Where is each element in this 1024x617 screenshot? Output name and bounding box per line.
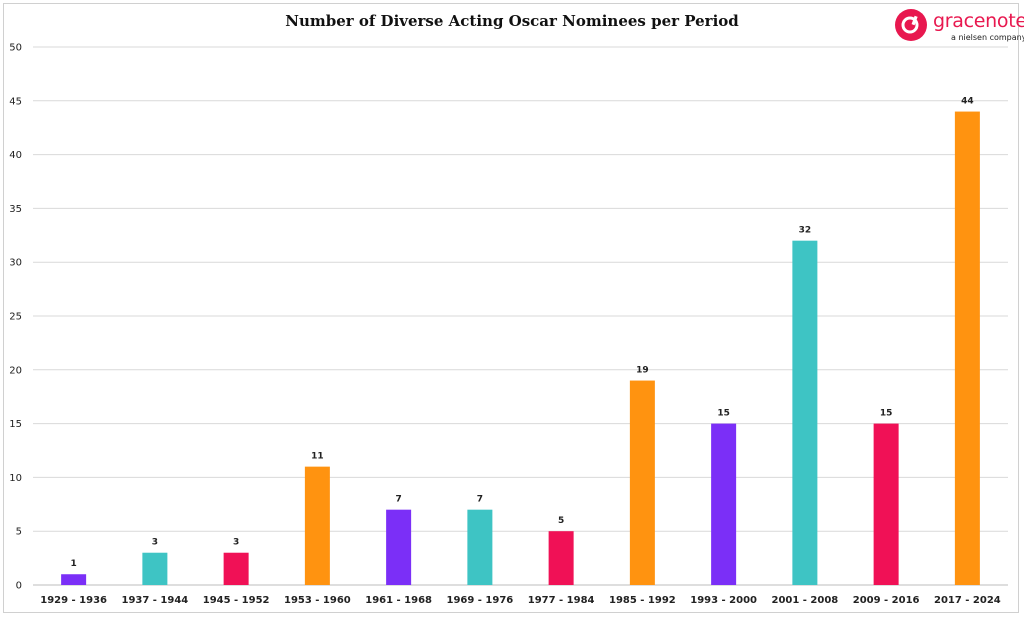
- data-label: 11: [311, 452, 324, 462]
- x-tick-label: 1929 - 1936: [40, 595, 107, 606]
- data-label: 7: [395, 495, 401, 505]
- y-tick-label: 45: [9, 96, 22, 107]
- y-axis: 0 5 10 15 20 25 30 35 40 45 50: [9, 43, 22, 592]
- x-axis: 1929 - 1936 1937 - 1944 1945 - 1952 1953 - …: [40, 595, 1001, 606]
- bar: [792, 240, 818, 585]
- x-tick-label: 1985 - 1992: [609, 595, 676, 606]
- bar: [711, 423, 737, 585]
- bar: [548, 531, 574, 585]
- bar: [223, 552, 249, 585]
- bar: [304, 466, 330, 585]
- bar: [629, 380, 655, 585]
- data-label: 15: [717, 409, 730, 419]
- y-tick-label: 30: [9, 258, 22, 269]
- bar: [61, 574, 87, 585]
- y-tick-label: 10: [9, 473, 22, 484]
- y-tick-label: 25: [9, 312, 22, 323]
- x-tick-label: 2009 - 2016: [853, 595, 920, 606]
- y-tick-label: 15: [9, 419, 22, 430]
- x-tick-label: 1977 - 1984: [528, 595, 595, 606]
- x-tick-label: 1961 - 1968: [365, 595, 432, 606]
- y-tick-label: 50: [9, 43, 22, 54]
- data-labels: 1 3 3 11 7 7 5 19 15 32 15 44: [70, 97, 973, 570]
- x-tick-label: 2017 - 2024: [934, 595, 1001, 606]
- grid-lines: [33, 46, 1008, 586]
- data-label: 3: [233, 538, 239, 548]
- data-label: 3: [152, 538, 158, 548]
- data-label: 7: [477, 495, 483, 505]
- bar: [467, 509, 493, 585]
- gracenote-logo-icon: [895, 9, 927, 41]
- y-tick-label: 20: [9, 365, 22, 376]
- data-label: 15: [880, 409, 893, 419]
- x-tick-label: 1993 - 2000: [690, 595, 757, 606]
- y-tick-label: 40: [9, 150, 22, 161]
- y-tick-label: 0: [16, 581, 22, 592]
- bar: [386, 509, 412, 585]
- data-label: 32: [799, 226, 812, 236]
- x-tick-label: 1937 - 1944: [121, 595, 188, 606]
- y-tick-label: 5: [16, 527, 22, 538]
- bars: [61, 111, 980, 585]
- chart-frame: [3, 3, 1019, 613]
- gracenote-logo: gracenote a nielsen company: [892, 8, 1024, 44]
- bar: [873, 423, 899, 585]
- data-label: 44: [961, 97, 974, 107]
- y-tick-label: 35: [9, 204, 22, 215]
- logo-wordmark: gracenote: [933, 10, 1024, 32]
- data-label: 5: [558, 516, 564, 526]
- chart-title: Number of Diverse Acting Oscar Nominees …: [285, 12, 739, 30]
- data-label: 19: [636, 366, 649, 376]
- bar: [954, 111, 980, 585]
- x-tick-label: 2001 - 2008: [771, 595, 838, 606]
- data-label: 1: [70, 559, 76, 569]
- x-tick-label: 1969 - 1976: [446, 595, 513, 606]
- x-tick-label: 1953 - 1960: [284, 595, 351, 606]
- logo-tagline: a nielsen company: [951, 33, 1024, 42]
- bar: [142, 552, 168, 585]
- x-tick-label: 1945 - 1952: [203, 595, 270, 606]
